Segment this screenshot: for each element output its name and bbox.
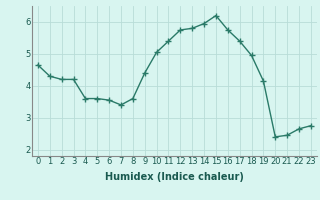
X-axis label: Humidex (Indice chaleur): Humidex (Indice chaleur) (105, 172, 244, 182)
